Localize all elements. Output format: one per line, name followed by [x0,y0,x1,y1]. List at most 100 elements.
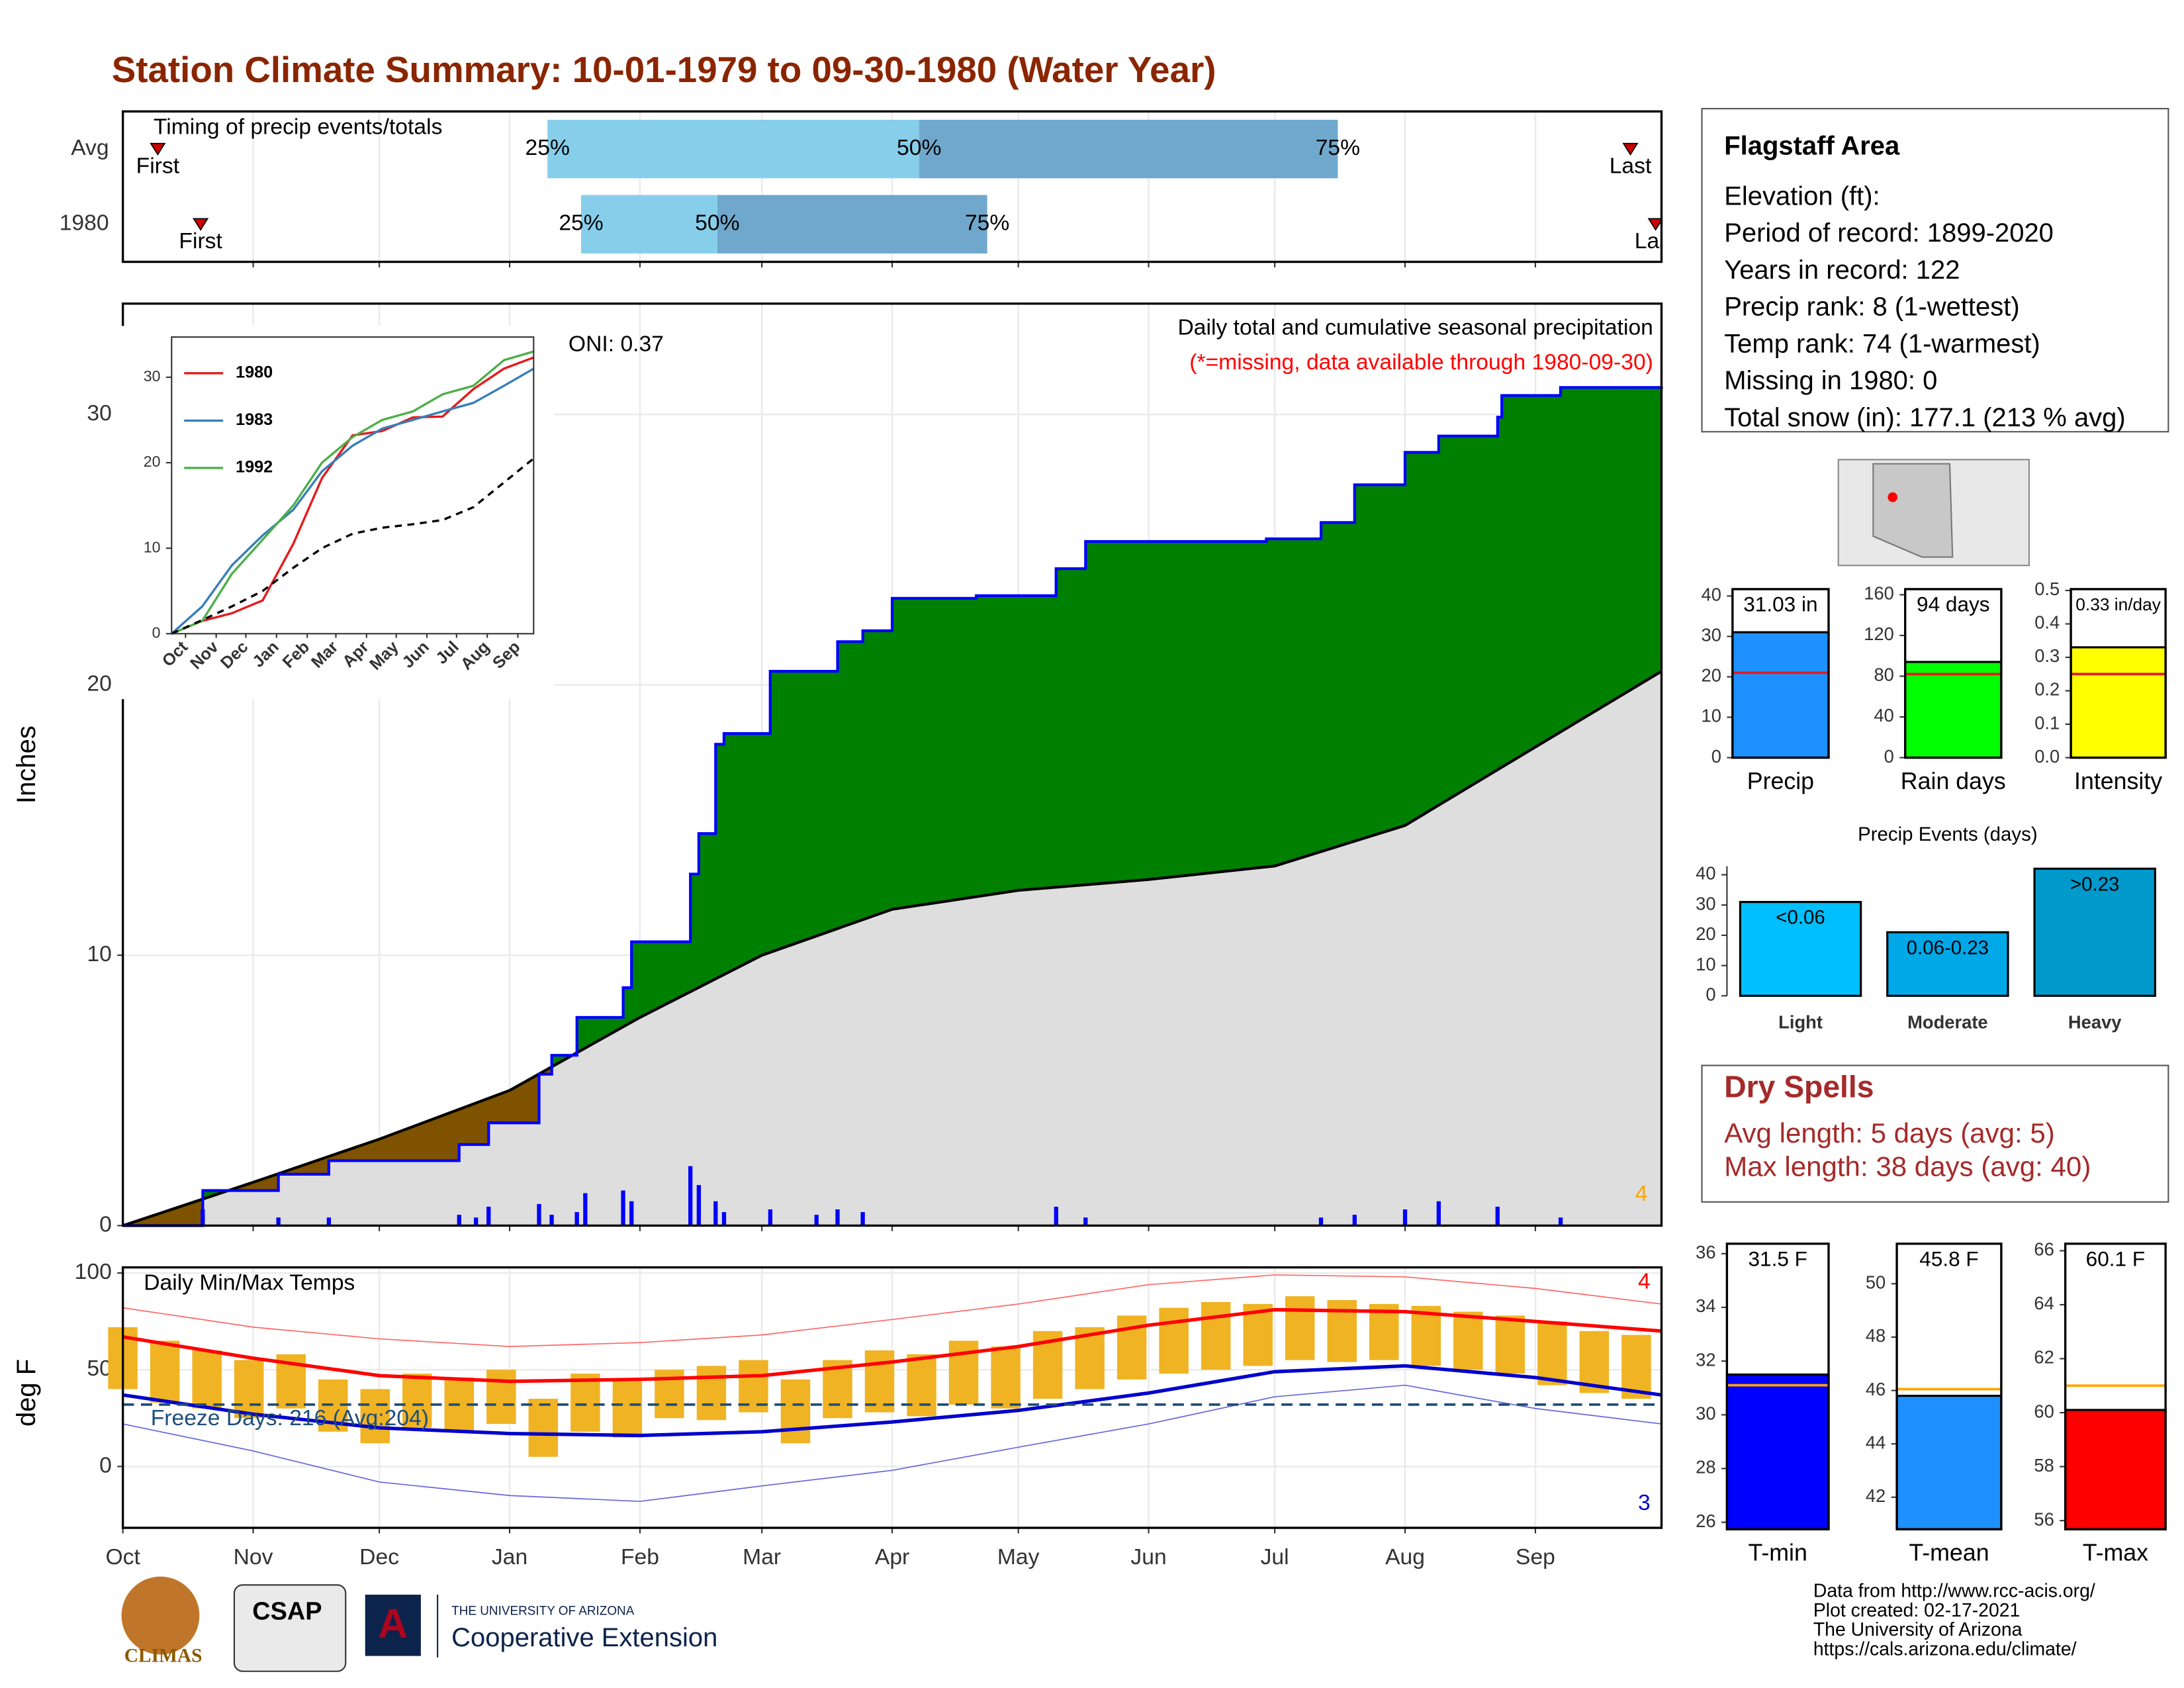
temp-bar [780,1379,811,1444]
category-label: T-max [2083,1539,2148,1566]
y-tick-label: 30 [1696,1403,1715,1424]
daily-bar [201,1209,205,1226]
y-tick-label: 0 [1706,984,1715,1005]
info-box [1701,108,2169,433]
daily-bar [457,1215,461,1226]
daily-bar [696,1185,702,1226]
y-tick-label: 34 [1696,1295,1715,1316]
temp-bar [991,1346,1021,1409]
value-label: 0.33 in/day [2075,594,2161,614]
timing-marker [1647,218,1662,231]
value-label: 31.03 in [1743,592,1817,616]
x-tick-label: Dec [359,1545,399,1570]
y-tick-label: 10 [144,538,161,555]
quartile-bar [919,119,1338,179]
category-label: Heavy [2068,1012,2122,1033]
series-line [171,350,534,635]
bar [1725,1373,1830,1530]
x-tick-label: Jul [1261,1545,1289,1570]
legend-label: 1980 [236,363,273,382]
plot-frame [121,110,1663,263]
temp-bar [570,1374,600,1432]
quartile-bar [581,195,717,254]
y-tick-label: 28 [1696,1457,1715,1477]
category-label: Moderate [1907,1012,1988,1033]
y-tick-label: 0 [1711,746,1721,767]
plot-frame [2070,588,2167,759]
cumulative-line [122,386,1663,1227]
chart-bar: 42 44 46 48 50 45.8 F T-mean [1866,1243,2003,1566]
bar [1739,901,1862,997]
y-tick-label: 20 [144,453,161,470]
x-tick-label: Jun [1130,1545,1166,1570]
x-tick-label: Oct [105,1545,140,1570]
timing-marker-label: First [179,229,222,254]
info-line: Precip rank: 8 (1-wettest) [1724,293,2019,322]
timing-marker-label: First [136,154,180,178]
chart-bar: 56 58 60 62 64 66 60.1 F T-max [2034,1239,2167,1566]
y-tick-label: 120 [1864,624,1894,644]
inset-frame [171,336,535,635]
logo-mark [233,1584,347,1672]
bar [1895,1395,2003,1530]
category-label: Precip [1747,768,1814,794]
y-tick-label: 10 [1702,706,1721,726]
temp-bar [696,1366,727,1421]
quartile-label: 25% [525,136,570,160]
bar [2070,646,2167,759]
series-line [171,457,535,635]
plot-frame [1725,1243,1830,1530]
x-tick-label: Apr [875,1545,909,1570]
series-line [171,356,534,635]
daily-bar [1352,1215,1357,1226]
y-tick-label: 56 [2034,1509,2054,1529]
x-tick-label: Nov [234,1545,273,1570]
subtitle: Daily total and cumulative seasonal prec… [1177,315,1653,340]
x-tick-label: Mar [743,1545,781,1570]
y-tick-label: 0.0 [2034,746,2060,767]
logo-mark [121,1576,200,1655]
y-tick-label: 48 [1866,1325,1886,1346]
note: (*=missing, data available through 1980-… [1189,350,1653,375]
daily-bar [721,1212,727,1226]
y-tick-label: 20 [1702,665,1721,686]
temp-bar [486,1370,516,1425]
logo-text: THE UNIVERSITY OF ARIZONA [451,1604,635,1618]
info-line: Missing in 1980: 0 [1724,366,1937,395]
y-tick-label: 50 [87,1356,111,1381]
logo-text: CSAP [252,1597,322,1625]
temp-bar [1453,1311,1483,1370]
value-label: 94 days [1917,592,1990,616]
bar [2064,1409,2167,1530]
category-label: T-mean [1909,1539,1989,1566]
y-tick-label: 100 [75,1260,112,1284]
info-line: Total snow (in): 177.1 (213 % avg) [1724,403,2126,432]
temp-bar [150,1340,180,1403]
quartile-label: 75% [1316,136,1360,160]
y-tick-label: 60 [2034,1401,2054,1421]
daily-bar [688,1166,693,1226]
daily-bar [486,1206,491,1226]
daily-bar [814,1215,819,1226]
dry-title: Dry Spells [1724,1070,1874,1104]
logo-text: CLIMAS [124,1645,203,1666]
logo-text: Cooperative Extension [451,1623,717,1652]
daily-bar [1436,1201,1441,1226]
temp-bar [1537,1321,1567,1385]
y-tick-label: 40 [1696,863,1715,884]
plot-frame [1895,1243,2003,1530]
bar [1904,661,2003,759]
y-tick-label: 0.1 [2034,712,2060,733]
chart-bar: 0.0 0.1 0.2 0.3 0.4 0.5 0.33 in/day Intensity [2034,579,2167,794]
y-tick-label: 80 [1874,665,1893,685]
footer-line: The University of Arizona [1813,1619,2023,1640]
daily-bar [1402,1209,1408,1226]
info-line: Period of record: 1899-2020 [1724,218,2054,248]
daily-bar [835,1209,840,1226]
temp-bar [907,1354,936,1417]
daily-bar [1318,1217,1324,1226]
daily-bar [1054,1206,1058,1226]
y-tick-label: 0 [1884,746,1894,767]
